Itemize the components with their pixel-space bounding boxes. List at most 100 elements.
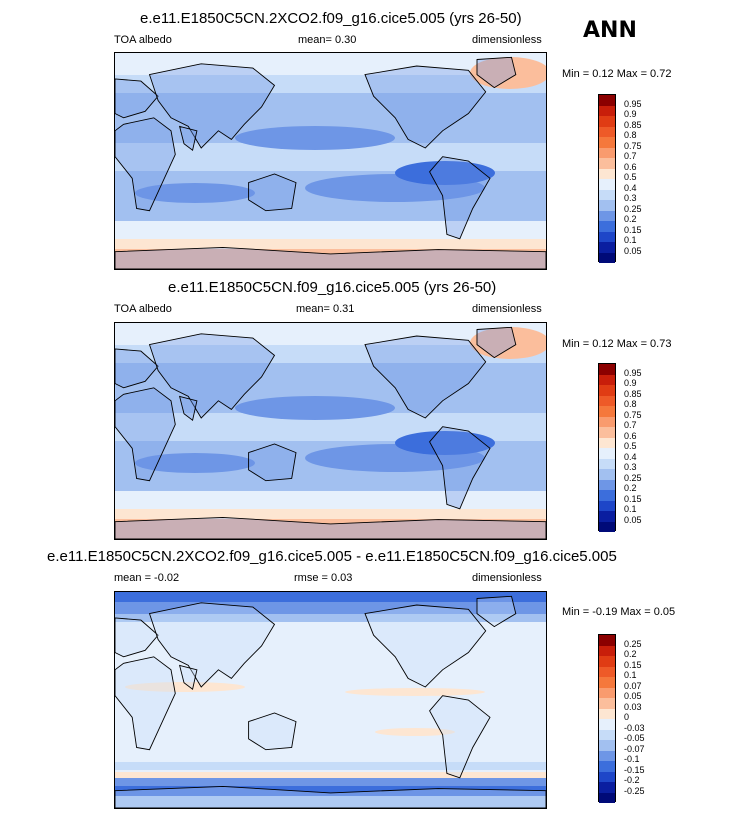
colorbar-tick-label: 0.25 bbox=[624, 203, 642, 214]
colorbar-swatch bbox=[599, 168, 615, 179]
colorbar-swatch bbox=[599, 221, 615, 232]
colorbar-swatch bbox=[599, 698, 615, 709]
continent-outline bbox=[148, 333, 276, 419]
colorbar-swatches bbox=[598, 634, 616, 803]
colorbar-swatch bbox=[599, 687, 615, 698]
colorbar-tick-label: 0.8 bbox=[624, 399, 637, 409]
colorbar-tick-label: 0.1 bbox=[624, 670, 637, 680]
panel-3-map bbox=[114, 591, 547, 809]
colorbar-swatch bbox=[599, 479, 615, 490]
colorbar-swatch bbox=[599, 437, 615, 448]
colorbar-tick-label: 0.05 bbox=[624, 691, 642, 701]
field-band-antarctica bbox=[115, 796, 546, 808]
panel-2-variable-label: TOA albedo bbox=[114, 303, 172, 315]
colorbar-tick-label: 0.95 bbox=[624, 367, 642, 378]
colorbar-tick-label: 0.03 bbox=[624, 701, 642, 712]
panel-2-title: e.e11.E1850C5CN.f09_g16.cice5.005 (yrs 2… bbox=[168, 279, 497, 296]
field-band-arctic bbox=[115, 53, 546, 75]
colorbar-tick-label: 0.9 bbox=[624, 109, 637, 119]
colorbar-swatch bbox=[599, 395, 615, 406]
panel-3-minmax: Min = -0.19 Max = 0.05 bbox=[562, 606, 676, 618]
field-positive-anomaly bbox=[375, 728, 455, 736]
colorbar-swatches bbox=[598, 363, 616, 532]
panel-1-map bbox=[114, 52, 547, 270]
field-band-southern-ocean bbox=[115, 786, 546, 796]
colorbar-swatch bbox=[599, 179, 615, 190]
continent-outline bbox=[429, 156, 491, 240]
colorbar-swatch bbox=[599, 137, 615, 148]
colorbar-tick-label: 0.3 bbox=[624, 462, 637, 472]
map-plot bbox=[115, 323, 546, 539]
field-low-albedo-region bbox=[135, 183, 255, 203]
colorbar-tick-label: 0.15 bbox=[624, 493, 642, 504]
colorbar-tick-label: -0.15 bbox=[624, 764, 645, 775]
colorbar-swatch bbox=[599, 126, 615, 137]
colorbar-tick-label: 0.5 bbox=[624, 441, 637, 451]
colorbar-swatch bbox=[599, 645, 615, 656]
colorbar-swatch bbox=[599, 105, 615, 116]
colorbar-tick-label: 0 bbox=[624, 712, 630, 722]
field-band-antarctica bbox=[115, 519, 546, 539]
field-band-arctic bbox=[115, 323, 546, 345]
colorbar-tick-label: -0.25 bbox=[624, 785, 645, 796]
colorbar-swatch bbox=[599, 490, 615, 501]
colorbar-tick-label: 0.4 bbox=[624, 451, 637, 462]
colorbar-tick-label: -0.2 bbox=[624, 775, 640, 785]
continent-outline bbox=[115, 246, 546, 269]
colorbar-tick-label: 0.2 bbox=[624, 483, 637, 493]
field-greenland bbox=[470, 327, 546, 359]
colorbar-swatch bbox=[599, 406, 615, 417]
field-band-arctic bbox=[115, 592, 546, 602]
colorbar-tick-label: -0.07 bbox=[624, 743, 645, 754]
colorbar-tick-label: -0.05 bbox=[624, 733, 645, 743]
field-low-albedo-region bbox=[395, 431, 495, 455]
field-band-southern-ocean bbox=[115, 762, 546, 770]
colorbar-tick-label: 0.07 bbox=[624, 680, 642, 691]
map-plot bbox=[115, 53, 546, 269]
continent-outline bbox=[148, 63, 276, 149]
continent-outline bbox=[248, 712, 297, 751]
continent-outline bbox=[429, 695, 491, 779]
continent-outline bbox=[148, 602, 276, 688]
field-band-southern-ocean bbox=[115, 491, 546, 509]
field-band-southern-ocean bbox=[115, 772, 546, 778]
panel-3-mean-label: mean = -0.02 bbox=[114, 572, 180, 584]
colorbar-swatch bbox=[599, 95, 615, 106]
colorbar-swatch bbox=[599, 242, 615, 253]
panel-2-map bbox=[114, 322, 547, 540]
panel-2-colorbar: 0.95 0.9 0.85 0.8 0.75 0.7 0.6 0.5 0.4 0.3 0.25 0.2… bbox=[598, 363, 658, 539]
panel-1-units-label: dimensionless bbox=[472, 34, 542, 46]
colorbar-swatch bbox=[599, 740, 615, 751]
colorbar-tick-label: 0.95 bbox=[624, 98, 642, 109]
colorbar-swatch bbox=[599, 231, 615, 242]
panel-1-mean-label: mean= 0.30 bbox=[298, 34, 357, 46]
colorbar-tick-label: 0.25 bbox=[624, 472, 642, 483]
continent-outline bbox=[115, 78, 159, 119]
colorbar-tick-label: 0.1 bbox=[624, 235, 637, 245]
colorbar-tick-label: 0.1 bbox=[624, 504, 637, 514]
colorbar-swatch bbox=[599, 469, 615, 480]
panel-1-title: e.e11.E1850C5CN.2XCO2.f09_g16.cice5.005 … bbox=[140, 10, 522, 27]
colorbar-swatch bbox=[599, 500, 615, 511]
colorbar-swatch bbox=[599, 427, 615, 438]
panel-2-units-label: dimensionless bbox=[472, 303, 542, 315]
field-band-antarctic-edge bbox=[115, 509, 546, 519]
colorbar-swatch bbox=[599, 656, 615, 667]
colorbar-swatch bbox=[599, 782, 615, 793]
colorbar-tick-label: 0.05 bbox=[624, 514, 642, 525]
colorbar-swatch bbox=[599, 792, 615, 803]
field-band-antarctic-edge bbox=[115, 239, 546, 249]
field-low-albedo-region bbox=[235, 126, 395, 150]
continent-outline bbox=[178, 395, 198, 421]
panel-3-colorbar: 0.25 0.2 0.15 0.1 0.07 0.05 0.03 0 -0.03 -0.05 -0.… bbox=[598, 634, 658, 810]
colorbar-swatch bbox=[599, 708, 615, 719]
colorbar-swatch bbox=[599, 771, 615, 782]
colorbar-swatch bbox=[599, 511, 615, 522]
panel-1-minmax: Min = 0.12 Max = 0.72 bbox=[562, 68, 672, 80]
colorbar-swatch bbox=[599, 448, 615, 459]
colorbar-swatch bbox=[599, 158, 615, 169]
panel-1-colorbar: 0.95 0.9 0.85 0.8 0.75 0.7 0.6 0.5 0.4 0.3 0.25 0.2… bbox=[598, 94, 658, 270]
colorbar-tick-label: 0.4 bbox=[624, 182, 637, 193]
continent-outline bbox=[115, 785, 546, 808]
field-greenland bbox=[470, 57, 546, 89]
